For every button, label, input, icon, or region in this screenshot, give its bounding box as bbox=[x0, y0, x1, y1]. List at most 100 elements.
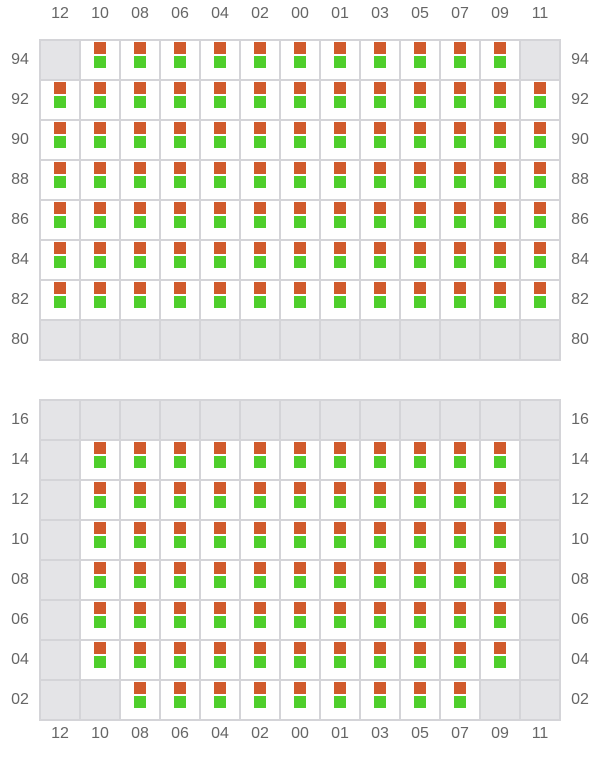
seat-cell[interactable] bbox=[41, 161, 81, 201]
seat-cell[interactable] bbox=[281, 521, 321, 561]
seat-cell[interactable] bbox=[361, 481, 401, 521]
seat-cell[interactable] bbox=[481, 521, 521, 561]
seat-cell[interactable] bbox=[401, 81, 441, 121]
seat-cell[interactable] bbox=[441, 241, 481, 281]
seat-cell[interactable] bbox=[81, 161, 121, 201]
seat-cell[interactable] bbox=[481, 561, 521, 601]
seat-cell[interactable] bbox=[161, 161, 201, 201]
seat-cell[interactable] bbox=[241, 41, 281, 81]
seat-cell[interactable] bbox=[161, 561, 201, 601]
seat-cell[interactable] bbox=[241, 161, 281, 201]
seat-cell[interactable] bbox=[361, 81, 401, 121]
seat-cell[interactable] bbox=[441, 41, 481, 81]
seat-cell[interactable] bbox=[241, 481, 281, 521]
seat-cell[interactable] bbox=[121, 281, 161, 321]
seat-cell[interactable] bbox=[361, 441, 401, 481]
seat-cell[interactable] bbox=[321, 281, 361, 321]
seat-cell[interactable] bbox=[161, 641, 201, 681]
seat-cell[interactable] bbox=[201, 241, 241, 281]
seat-cell[interactable] bbox=[281, 601, 321, 641]
seat-cell[interactable] bbox=[281, 561, 321, 601]
seat-cell[interactable] bbox=[81, 121, 121, 161]
seat-cell[interactable] bbox=[441, 481, 481, 521]
seat-cell[interactable] bbox=[281, 241, 321, 281]
seat-cell[interactable] bbox=[241, 281, 281, 321]
seat-cell[interactable] bbox=[481, 161, 521, 201]
seat-cell[interactable] bbox=[441, 161, 481, 201]
seat-cell[interactable] bbox=[361, 521, 401, 561]
seat-cell[interactable] bbox=[401, 561, 441, 601]
seat-cell[interactable] bbox=[521, 201, 561, 241]
seat-cell[interactable] bbox=[281, 81, 321, 121]
seat-cell[interactable] bbox=[401, 241, 441, 281]
seat-cell[interactable] bbox=[201, 161, 241, 201]
seat-cell[interactable] bbox=[441, 281, 481, 321]
seat-cell[interactable] bbox=[481, 641, 521, 681]
seat-cell[interactable] bbox=[81, 561, 121, 601]
seat-cell[interactable] bbox=[41, 281, 81, 321]
seat-cell[interactable] bbox=[481, 41, 521, 81]
seat-cell[interactable] bbox=[401, 681, 441, 721]
seat-cell[interactable] bbox=[361, 561, 401, 601]
seat-cell[interactable] bbox=[281, 121, 321, 161]
seat-cell[interactable] bbox=[361, 241, 401, 281]
seat-cell[interactable] bbox=[441, 201, 481, 241]
seat-cell[interactable] bbox=[321, 681, 361, 721]
seat-cell[interactable] bbox=[321, 201, 361, 241]
seat-cell[interactable] bbox=[521, 161, 561, 201]
seat-cell[interactable] bbox=[121, 41, 161, 81]
seat-cell[interactable] bbox=[41, 241, 81, 281]
seat-cell[interactable] bbox=[121, 561, 161, 601]
seat-cell[interactable] bbox=[201, 121, 241, 161]
seat-cell[interactable] bbox=[121, 641, 161, 681]
seat-cell[interactable] bbox=[121, 481, 161, 521]
seat-cell[interactable] bbox=[441, 121, 481, 161]
seat-cell[interactable] bbox=[481, 241, 521, 281]
seat-cell[interactable] bbox=[241, 641, 281, 681]
seat-cell[interactable] bbox=[201, 681, 241, 721]
seat-cell[interactable] bbox=[321, 601, 361, 641]
seat-cell[interactable] bbox=[161, 281, 201, 321]
seat-cell[interactable] bbox=[481, 441, 521, 481]
seat-cell[interactable] bbox=[81, 641, 121, 681]
seat-cell[interactable] bbox=[441, 81, 481, 121]
seat-cell[interactable] bbox=[441, 441, 481, 481]
seat-cell[interactable] bbox=[321, 41, 361, 81]
seat-cell[interactable] bbox=[121, 681, 161, 721]
seat-cell[interactable] bbox=[241, 121, 281, 161]
seat-cell[interactable] bbox=[161, 121, 201, 161]
seat-cell[interactable] bbox=[401, 121, 441, 161]
seat-cell[interactable] bbox=[521, 281, 561, 321]
seat-cell[interactable] bbox=[81, 201, 121, 241]
seat-cell[interactable] bbox=[81, 241, 121, 281]
seat-cell[interactable] bbox=[321, 481, 361, 521]
seat-cell[interactable] bbox=[241, 561, 281, 601]
seat-cell[interactable] bbox=[481, 201, 521, 241]
seat-cell[interactable] bbox=[161, 81, 201, 121]
seat-cell[interactable] bbox=[481, 601, 521, 641]
seat-cell[interactable] bbox=[401, 281, 441, 321]
seat-cell[interactable] bbox=[521, 81, 561, 121]
seat-cell[interactable] bbox=[321, 241, 361, 281]
seat-cell[interactable] bbox=[41, 81, 81, 121]
seat-cell[interactable] bbox=[441, 641, 481, 681]
seat-cell[interactable] bbox=[361, 681, 401, 721]
seat-cell[interactable] bbox=[401, 441, 441, 481]
seat-cell[interactable] bbox=[121, 161, 161, 201]
seat-cell[interactable] bbox=[281, 281, 321, 321]
seat-cell[interactable] bbox=[281, 481, 321, 521]
seat-cell[interactable] bbox=[201, 81, 241, 121]
seat-cell[interactable] bbox=[321, 441, 361, 481]
seat-cell[interactable] bbox=[481, 481, 521, 521]
seat-cell[interactable] bbox=[361, 161, 401, 201]
seat-cell[interactable] bbox=[401, 201, 441, 241]
seat-cell[interactable] bbox=[121, 601, 161, 641]
seat-cell[interactable] bbox=[241, 441, 281, 481]
seat-cell[interactable] bbox=[161, 241, 201, 281]
seat-cell[interactable] bbox=[241, 81, 281, 121]
seat-cell[interactable] bbox=[201, 601, 241, 641]
seat-cell[interactable] bbox=[361, 601, 401, 641]
seat-cell[interactable] bbox=[241, 601, 281, 641]
seat-cell[interactable] bbox=[321, 641, 361, 681]
seat-cell[interactable] bbox=[361, 281, 401, 321]
